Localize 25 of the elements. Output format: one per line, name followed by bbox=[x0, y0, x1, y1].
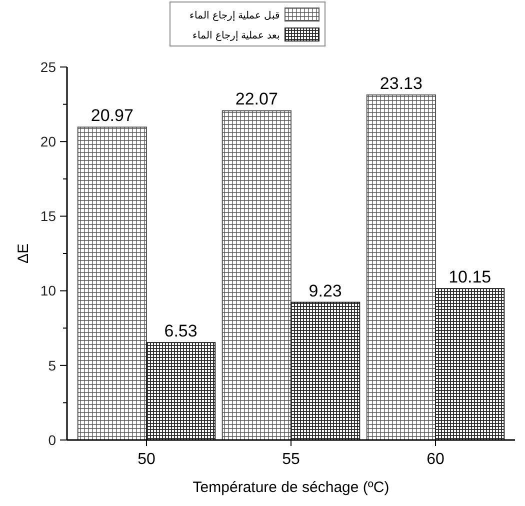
y-tick-label: 25 bbox=[40, 58, 56, 75]
bar bbox=[222, 110, 292, 440]
y-tick-label: 10 bbox=[40, 282, 56, 299]
y-tick-label: 0 bbox=[48, 432, 56, 448]
data-label: 10.15 bbox=[448, 268, 492, 287]
y-tick-label: 5 bbox=[48, 357, 56, 374]
bar bbox=[435, 288, 505, 440]
y-axis-title: ΔE bbox=[15, 243, 32, 264]
y-tick-label: 15 bbox=[40, 208, 56, 224]
bar bbox=[146, 342, 216, 440]
x-axis-title: Température de séchage (ºC) bbox=[192, 479, 390, 496]
legend-label: بعد عملية إرجاع الماء bbox=[192, 30, 280, 42]
bar bbox=[77, 126, 147, 440]
x-tick-label: 60 bbox=[426, 451, 445, 468]
x-tick-label: 55 bbox=[282, 451, 300, 468]
data-label: 20.97 bbox=[90, 106, 134, 126]
data-label: 6.53 bbox=[164, 322, 198, 341]
data-label: 23.13 bbox=[380, 74, 422, 93]
legend-label: قبل عملية إرجاع الماء bbox=[190, 10, 280, 22]
x-tick-label: 50 bbox=[138, 451, 156, 468]
bar bbox=[290, 302, 360, 440]
data-label: 9.23 bbox=[308, 281, 342, 300]
data-label: 22.07 bbox=[235, 90, 278, 109]
y-tick-label: 20 bbox=[40, 134, 56, 150]
bar bbox=[366, 94, 436, 440]
